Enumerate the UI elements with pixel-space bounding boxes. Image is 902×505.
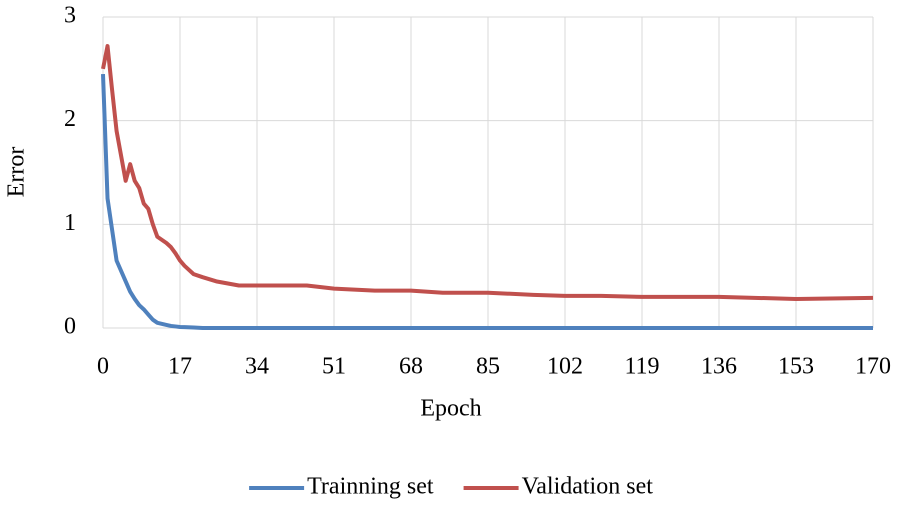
- x-tick-label: 119: [624, 354, 659, 380]
- x-tick-label: 153: [778, 354, 814, 380]
- x-tick-label: 102: [547, 354, 583, 380]
- y-tick-label: 3: [64, 3, 76, 29]
- series-line: [101, 44, 874, 301]
- y-axis-label: Error: [4, 147, 30, 198]
- x-axis-label: Epoch: [420, 396, 481, 422]
- y-tick-label: 0: [64, 314, 76, 340]
- x-tick-label: 51: [322, 354, 346, 380]
- series-line: [101, 73, 873, 330]
- legend-label: Trainning set: [307, 474, 434, 500]
- x-tick-label: 0: [97, 354, 109, 380]
- x-tick-label: 170: [855, 354, 891, 380]
- x-tick-label: 85: [476, 354, 500, 380]
- y-tick-label: 1: [64, 210, 76, 236]
- x-tick-label: 68: [399, 354, 423, 380]
- legend-label: Validation set: [522, 474, 654, 500]
- x-tick-label: 34: [245, 354, 269, 380]
- x-tick-label: 136: [701, 354, 737, 380]
- y-tick-label: 2: [64, 106, 76, 132]
- x-tick-label: 17: [168, 354, 192, 380]
